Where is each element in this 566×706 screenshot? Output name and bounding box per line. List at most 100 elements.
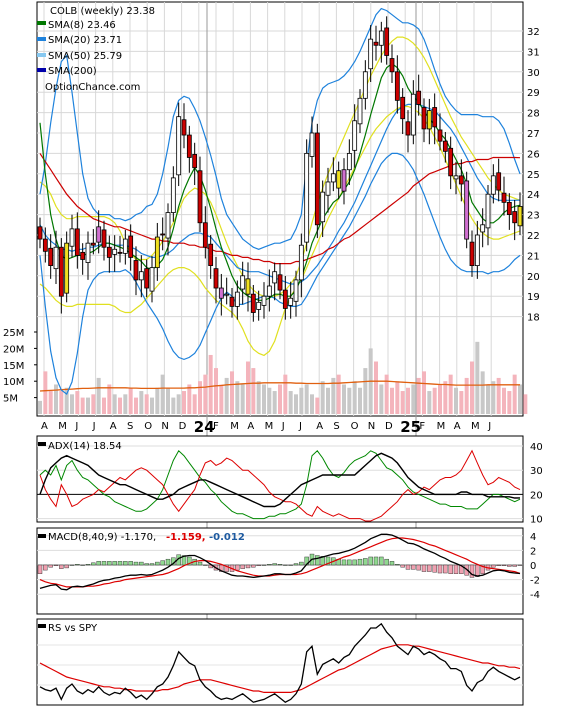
volume-bar (502, 388, 506, 414)
volume-bar (443, 381, 447, 414)
macd-histogram-bar (75, 564, 79, 565)
volume-bar (523, 394, 527, 414)
price-tick-label: 22 (527, 231, 540, 242)
price-tick-label: 27 (527, 129, 540, 140)
price-tick-label: 24 (527, 190, 540, 201)
candle-body (209, 244, 213, 265)
candle-body (230, 297, 234, 306)
candle-body (161, 234, 165, 235)
macd-tick-label: -4 (530, 590, 540, 601)
macd-histogram-bar (374, 557, 378, 565)
volume-tick-label: 15M (3, 361, 24, 372)
volume-bar (241, 384, 245, 414)
legend-sma50: SMA(50) 25.79 (37, 51, 122, 62)
volume-bar (257, 381, 261, 414)
candle-body (337, 171, 341, 188)
x-tick-label: A (41, 421, 48, 432)
legend-sma8-swatch (37, 21, 46, 25)
candle-body (427, 111, 431, 129)
adx-tick-label: 10 (530, 515, 543, 526)
candle-body (214, 269, 218, 288)
adx-axis-labels: 40302010 (530, 442, 543, 526)
candle-body (278, 275, 282, 290)
macd-histogram-bar (155, 562, 159, 565)
candle-body (38, 227, 42, 239)
volume-bar (139, 391, 143, 414)
volume-tick-label: 25M (3, 328, 24, 339)
x-tick-label: N (161, 421, 168, 432)
candle-body (273, 272, 277, 283)
macd-histogram-bar (294, 564, 298, 565)
price-tick-label: 20 (527, 272, 540, 283)
volume-bar (113, 394, 117, 414)
volume-bar (513, 375, 517, 414)
volume-bar (385, 375, 389, 414)
volume-bar (267, 388, 271, 414)
macd-histogram-bar (241, 565, 245, 569)
macd-histogram-bar (443, 565, 447, 573)
volume-bar (155, 388, 159, 414)
macd-tick-label: 4 (530, 532, 536, 543)
macd-histogram-bar (235, 565, 239, 570)
macd-hist-value: -0.012 (209, 532, 245, 543)
macd-tick-label: 2 (530, 546, 536, 557)
macd-histogram-bar (139, 562, 143, 565)
volume-bar (75, 391, 79, 414)
candle-body (513, 212, 517, 223)
macd-histogram-bar (406, 565, 410, 569)
volume-bar (150, 398, 154, 414)
chart-title: COLB (weekly) 23.38 (50, 6, 155, 17)
price-tick-label: 28 (527, 109, 540, 120)
volume-bar (203, 375, 207, 414)
adx-tick-label: 20 (530, 490, 543, 501)
volume-bar (438, 384, 442, 414)
price-panel-frame (37, 2, 523, 416)
macd-histogram-bar (417, 565, 421, 570)
legend-sma20-label: SMA(20) 23.71 (48, 35, 122, 46)
macd-histogram-bar (433, 565, 437, 572)
x-tick-label: J (298, 421, 302, 432)
volume-bar (70, 394, 74, 414)
x-tick-label: F (213, 421, 219, 432)
candle-body (171, 178, 175, 213)
volume-bar (342, 384, 346, 414)
price-tick-label: 32 (527, 27, 540, 38)
macd-histogram-bar (283, 565, 287, 566)
candle-body (75, 229, 79, 256)
macd-histogram-bar (427, 565, 431, 572)
x-tick-label: D (385, 421, 393, 432)
macd-signal-value: -1.159, (166, 532, 206, 543)
volume-bar (171, 398, 175, 414)
macd-histogram-bar (289, 565, 293, 566)
candle-body (369, 39, 373, 69)
macd-histogram-bar (273, 564, 277, 565)
price-tick-label: 30 (527, 68, 540, 79)
macd-histogram-bar (262, 565, 266, 566)
price-tick-label: 19 (527, 292, 540, 303)
candle-body (246, 279, 250, 294)
candle-body (358, 98, 362, 124)
volume-bar (289, 391, 293, 414)
macd-histogram-bar (49, 565, 53, 567)
candle-body (443, 141, 447, 151)
candle-body (257, 302, 261, 309)
macd-histogram-bar (150, 564, 154, 565)
legend-sma50-swatch (37, 53, 46, 57)
macd-histogram-bar (390, 561, 394, 565)
candle-body (507, 202, 511, 214)
rs-title: RS vs SPY (48, 623, 98, 634)
candle-body (289, 298, 293, 305)
volume-bar (395, 381, 399, 414)
volume-bar (427, 391, 431, 414)
macd-histogram-bar (513, 565, 517, 566)
macd-axis-labels: 4 2 0 -2 -4 (530, 532, 540, 601)
candle-body (315, 133, 319, 225)
macd-histogram-bar (38, 565, 42, 574)
candle-body (203, 223, 207, 247)
candle-body (374, 42, 378, 45)
macd-histogram-bar (54, 565, 58, 566)
macd-legend-swatch (38, 534, 46, 538)
x-tick-label: 24 (194, 418, 215, 436)
macd-histogram-bar (299, 562, 303, 565)
candle-body (123, 239, 127, 253)
